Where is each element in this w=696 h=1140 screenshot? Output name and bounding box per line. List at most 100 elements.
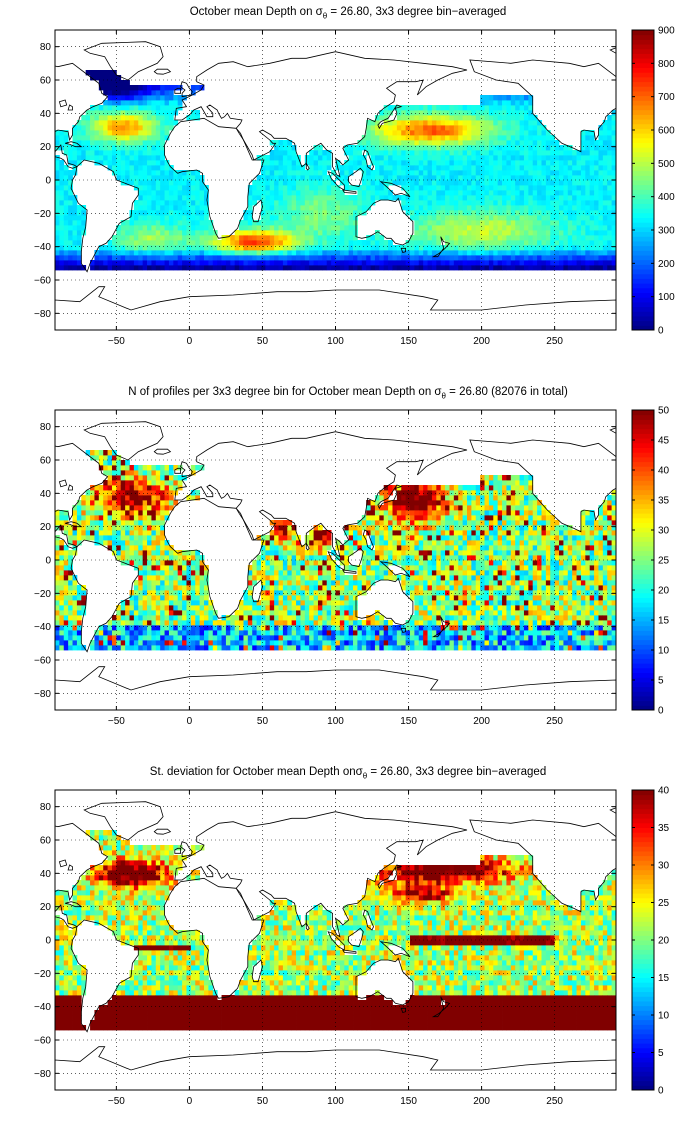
heatmap-cell xyxy=(300,230,306,236)
heatmap-cell xyxy=(217,635,222,641)
heatmap-cell xyxy=(304,630,310,636)
heatmap-cell xyxy=(274,545,279,551)
heatmap-cell xyxy=(282,150,288,156)
heatmap-cell xyxy=(484,190,490,196)
heatmap-cell xyxy=(502,210,507,216)
heatmap-cell xyxy=(563,170,569,176)
heatmap-cell xyxy=(199,255,205,261)
heatmap-cell xyxy=(142,535,148,541)
heatmap-cell xyxy=(182,600,187,606)
heatmap-cell xyxy=(129,495,135,501)
heatmap-cell xyxy=(278,555,284,561)
heatmap-cell xyxy=(274,185,279,191)
colorbar-step xyxy=(632,39,654,45)
heatmap-cell xyxy=(278,535,284,541)
heatmap-cell xyxy=(317,630,323,636)
heatmap-cell xyxy=(72,225,78,231)
heatmap-cell xyxy=(563,230,569,236)
heatmap-cell xyxy=(90,450,95,456)
heatmap-cell xyxy=(164,575,170,581)
heatmap-cell xyxy=(563,175,569,181)
heatmap-cell xyxy=(519,180,525,186)
heatmap-cell xyxy=(383,130,389,136)
heatmap-cell xyxy=(370,235,376,241)
heatmap-cell xyxy=(339,625,345,631)
heatmap-cell xyxy=(379,150,385,156)
heatmap-cell xyxy=(195,185,201,191)
heatmap-cell xyxy=(147,100,152,106)
heatmap-cell xyxy=(611,190,616,196)
heatmap-cell xyxy=(559,150,564,156)
heatmap-cell xyxy=(580,135,586,141)
heatmap-cell xyxy=(296,610,301,616)
heatmap-cell xyxy=(436,170,442,176)
heatmap-cell xyxy=(602,170,608,176)
heatmap-cell xyxy=(133,530,139,536)
heatmap-cell xyxy=(348,160,354,166)
heatmap-cell xyxy=(287,595,293,601)
heatmap-cell xyxy=(550,210,556,216)
heatmap-cell xyxy=(151,590,157,596)
heatmap-cell xyxy=(594,140,599,146)
heatmap-cell xyxy=(331,255,336,261)
heatmap-cell xyxy=(418,160,424,166)
heatmap-cell xyxy=(353,160,358,166)
heatmap-cell xyxy=(76,625,82,631)
heatmap-cell xyxy=(282,610,288,616)
heatmap-cell xyxy=(164,135,170,141)
heatmap-cell xyxy=(116,545,122,551)
heatmap-cell xyxy=(396,250,402,256)
heatmap-cell xyxy=(502,240,507,246)
heatmap-cell xyxy=(545,140,551,146)
heatmap-cell xyxy=(576,220,582,226)
heatmap-cell xyxy=(541,180,547,186)
heatmap-cell xyxy=(107,160,113,166)
heatmap-cell xyxy=(260,165,266,171)
heatmap-cell xyxy=(471,140,477,146)
colorbar-step xyxy=(632,175,654,181)
heatmap-cell xyxy=(598,245,604,251)
heatmap-cell xyxy=(374,250,380,256)
heatmap-cell xyxy=(160,195,165,201)
heatmap-cell xyxy=(111,520,117,526)
heatmap-cell xyxy=(453,200,459,206)
heatmap-cell xyxy=(326,530,332,536)
heatmap-cell xyxy=(559,220,564,226)
heatmap-cell xyxy=(480,210,485,216)
heatmap-cell xyxy=(449,175,455,181)
heatmap-cell xyxy=(282,570,288,576)
heatmap-cell xyxy=(427,185,433,191)
heatmap-cell xyxy=(287,250,293,256)
heatmap-cell xyxy=(607,155,613,161)
heatmap-cell xyxy=(182,175,187,181)
heatmap-cell xyxy=(164,580,170,586)
heatmap-cell xyxy=(523,100,529,106)
heatmap-cell xyxy=(484,130,490,136)
heatmap-cell xyxy=(76,140,82,146)
heatmap-cell xyxy=(168,620,174,626)
heatmap-cell xyxy=(361,190,367,196)
heatmap-cell xyxy=(129,115,135,121)
heatmap-cell xyxy=(335,235,341,241)
heatmap-cell xyxy=(59,560,65,566)
heatmap-cell xyxy=(147,250,152,256)
heatmap-cell xyxy=(602,145,608,151)
heatmap-cell xyxy=(607,200,613,206)
heatmap-cell xyxy=(59,140,65,146)
heatmap-cell xyxy=(155,85,161,91)
heatmap-cell xyxy=(493,160,499,166)
heatmap-cell xyxy=(282,565,288,571)
heatmap-cell xyxy=(488,95,494,101)
heatmap-cell xyxy=(317,540,323,546)
heatmap-cell xyxy=(107,465,113,471)
heatmap-cell xyxy=(129,220,135,226)
heatmap-cell xyxy=(598,260,604,266)
heatmap-cell xyxy=(331,235,336,241)
heatmap-cell xyxy=(506,120,512,126)
heatmap-cell xyxy=(63,590,69,596)
heatmap-cell xyxy=(594,245,599,251)
heatmap-cell xyxy=(580,205,586,211)
heatmap-cell xyxy=(260,615,266,621)
heatmap-cell xyxy=(160,465,165,471)
heatmap-cell xyxy=(120,255,126,261)
